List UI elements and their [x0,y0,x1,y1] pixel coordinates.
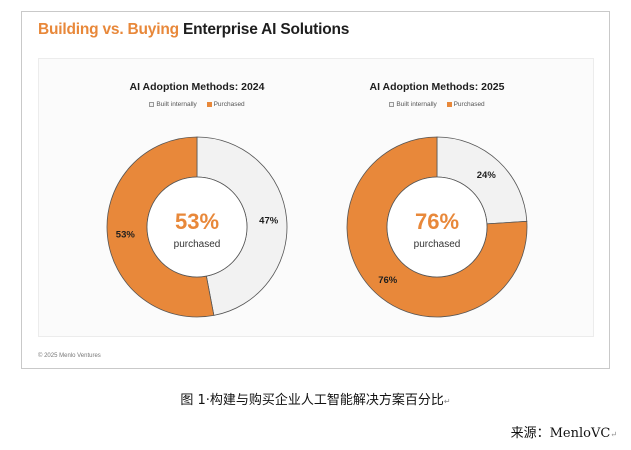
legend-label-built: Built internally [396,101,437,108]
center-value: 53% [175,209,219,234]
center-label: purchased [414,239,461,250]
legend-swatch-purchased [206,101,212,107]
legend-swatch-purchased [446,101,452,107]
slice-label-purchased: 53% [116,229,136,240]
slice-label-purchased: 76% [378,275,398,286]
slice-label-built: 47% [259,216,279,227]
slice-label-built: 24% [477,170,497,181]
legend-item-built: Built internally [389,101,437,108]
title-rest: Enterprise AI Solutions [182,21,350,38]
figure-footer: © 2025 Menlo Ventures [38,353,101,359]
caption-text: 图 1·构建与购买企业人工智能解决方案百分比 [180,393,444,408]
chart-legend: Built internally Purchased [317,101,557,108]
donut-hole [386,176,488,278]
legend-swatch-built [149,101,155,107]
title-accent: Building vs. Buying [38,21,179,38]
legend-item-built: Built internally [149,101,197,108]
donut-chart-2024: 47% 53% 53% purchased [106,136,288,318]
charts-panel: AI Adoption Methods: 2024 Built internal… [38,58,594,337]
return-mark: ↵ [610,430,617,439]
center-value: 76% [415,209,459,234]
legend-label-built: Built internally [156,101,197,108]
figure-source: 来源：MenloVC↵ [511,422,617,441]
return-mark: ↵ [443,397,451,406]
legend-label-purchased: Purchased [453,101,485,108]
figure-frame: Building vs. Buying Enterprise AI Soluti… [21,11,610,369]
source-text: 来源：MenloVC [510,426,611,441]
donut-chart-2025: 24% 76% 76% purchased [346,136,528,318]
center-label: purchased [174,239,221,250]
legend-swatch-built [389,101,395,107]
legend-item-purchased: Purchased [206,101,245,108]
chart-title: AI Adoption Methods: 2025 [369,81,505,93]
figure-caption: 图 1·构建与购买企业人工智能解决方案百分比↵ [0,389,631,408]
chart-2024: AI Adoption Methods: 2024 Built internal… [77,59,317,336]
legend-item-purchased: Purchased [446,101,485,108]
chart-legend: Built internally Purchased [77,101,317,108]
chart-2025: AI Adoption Methods: 2025 Built internal… [317,59,557,336]
legend-label-purchased: Purchased [213,101,245,108]
donut-hole [146,176,248,278]
figure-title: Building vs. Buying Enterprise AI Soluti… [38,21,349,39]
chart-title: AI Adoption Methods: 2024 [129,81,265,93]
